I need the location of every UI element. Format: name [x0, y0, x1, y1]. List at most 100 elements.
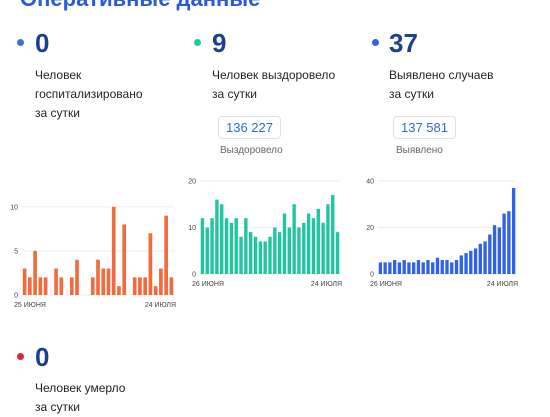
hospitalized-bar: [28, 277, 32, 295]
hospitalized-bar: [169, 277, 174, 295]
recovered-y-tick-label: 10: [188, 225, 196, 232]
hospitalized-bar: [90, 277, 95, 295]
hospitalized-y-tick-label: 0: [14, 293, 18, 300]
cases-bar: [478, 243, 482, 274]
recovered-bar: [244, 218, 248, 274]
cases-bar: [421, 262, 425, 275]
cases-y-tick-label: 40: [366, 179, 374, 186]
recovered-bar: [205, 227, 209, 274]
hospitalized-bar: [22, 268, 27, 295]
hospitalized-bar: [132, 277, 137, 295]
recovered-bar: [311, 218, 316, 274]
hospitalized-bar: [96, 259, 100, 295]
recovered-bar: [287, 227, 291, 274]
hospitalized-bar: [122, 224, 127, 295]
recovered-bar: [239, 236, 243, 274]
cases-label-1: Выявлено случаев: [389, 68, 494, 82]
hospitalized-bar: [164, 215, 168, 295]
cases-bar: [412, 262, 416, 275]
hospitalized-bar: [75, 259, 79, 295]
recovered-bar: [302, 222, 306, 274]
recovered-bar: [316, 208, 320, 274]
cases-bar: [511, 187, 516, 274]
hospitalized-y-tick-label: 10: [10, 204, 18, 211]
cases-bar: [435, 257, 440, 274]
cases-label-2: за сутки: [389, 87, 434, 101]
recovered-total-label: Выздоровело: [220, 145, 283, 156]
cases-bar: [469, 250, 473, 274]
recovered-bar: [321, 222, 325, 274]
recovered-bar: [220, 204, 224, 274]
page-title: Оперативные данные: [20, 0, 260, 12]
hospitalized-bar: [106, 268, 111, 295]
hospitalized-bar: [159, 268, 163, 295]
recovered-label-2: за сутки: [212, 87, 257, 101]
cases-bar: [507, 211, 511, 274]
cases-bar: [431, 262, 435, 275]
cases-bar: [497, 227, 502, 274]
recovered-y-tick-label: 0: [192, 272, 196, 279]
hospitalized-bar: [148, 233, 153, 295]
cases-bar: [416, 260, 421, 274]
cases-y-tick-label: 0: [370, 272, 374, 279]
cases-y-tick-label: 20: [366, 225, 374, 232]
recovered-dot: [194, 39, 201, 46]
hospitalized-label-1: Человек: [35, 68, 82, 82]
cases-bar: [426, 260, 430, 274]
hospitalized-bar: [69, 277, 74, 295]
cases-value: 37: [389, 28, 418, 58]
recovered-bar: [273, 227, 277, 274]
cases-bar: [450, 262, 454, 275]
hospitalized-label-2: госпитализировано: [35, 87, 143, 101]
cases-bar: [407, 262, 411, 275]
cases-bar: [502, 213, 506, 274]
recovered-bar: [306, 213, 311, 274]
hospitalized-bar: [59, 277, 64, 295]
cases-bar: [445, 260, 449, 274]
recovered-bar: [292, 204, 296, 274]
cases-x-tick-label: 26 ИЮНЯ: [370, 281, 402, 288]
cases-bar: [378, 262, 383, 275]
recovered-total: 136 227: [218, 116, 281, 139]
recovered-label-1: Человек выздоровело: [212, 68, 336, 82]
cases-bar: [383, 262, 387, 275]
cases-bar: [397, 262, 402, 275]
cases-total-label: Выявлено: [396, 145, 443, 156]
cases-bar: [492, 225, 497, 274]
cases-bar: [483, 241, 487, 274]
hospitalized-y-tick-label: 5: [14, 248, 18, 255]
recovered-bar: [200, 218, 205, 274]
hospitalized-dot: [17, 39, 24, 46]
hospitalized-bar: [117, 286, 121, 295]
recovered-bar: [229, 222, 234, 274]
recovered-bar: [234, 218, 238, 274]
hospitalized-x-tick-label: 25 ИЮНЯ: [14, 302, 46, 309]
recovered-y-tick-label: 20: [188, 179, 196, 186]
hospitalized-bar: [38, 277, 43, 295]
recovered-bar: [253, 236, 258, 274]
hospitalized-bar: [43, 277, 48, 295]
recovered-x-tick-label: 24 ИЮЛЯ: [311, 281, 342, 288]
cases-bar: [440, 260, 444, 274]
cases-bar: [402, 260, 406, 274]
recovered-bar: [282, 213, 287, 274]
recovered-bar-chart: 0 10 20 26 ИЮНЯ 24 ИЮЛЯ: [188, 179, 342, 289]
recovered-bar: [210, 218, 214, 274]
hospitalized-bar: [138, 277, 142, 295]
hospitalized-bar-chart: 0 5 10 25 ИЮНЯ 24 ИЮЛЯ: [10, 204, 176, 309]
cases-bar-chart: 0 20 40 26 ИЮНЯ 24 ИЮЛЯ: [366, 179, 518, 289]
cases-x-tick-label: 24 ИЮЛЯ: [487, 281, 518, 288]
recovered-bar: [297, 227, 301, 274]
hospitalized-bar: [111, 206, 116, 295]
hospitalized-bar: [101, 268, 106, 295]
hospitalized-x-tick-label: 24 ИЮЛЯ: [145, 302, 176, 309]
cases-bar: [388, 262, 392, 275]
cases-bar: [454, 260, 459, 274]
hospitalized-bar: [143, 277, 148, 295]
hospitalized-bar: [153, 286, 158, 295]
recovered-bar: [331, 194, 335, 274]
deaths-label-2: за сутки: [35, 400, 80, 414]
cases-bar: [464, 253, 468, 274]
recovered-bar: [258, 241, 263, 274]
hospitalized-bar: [33, 250, 37, 295]
